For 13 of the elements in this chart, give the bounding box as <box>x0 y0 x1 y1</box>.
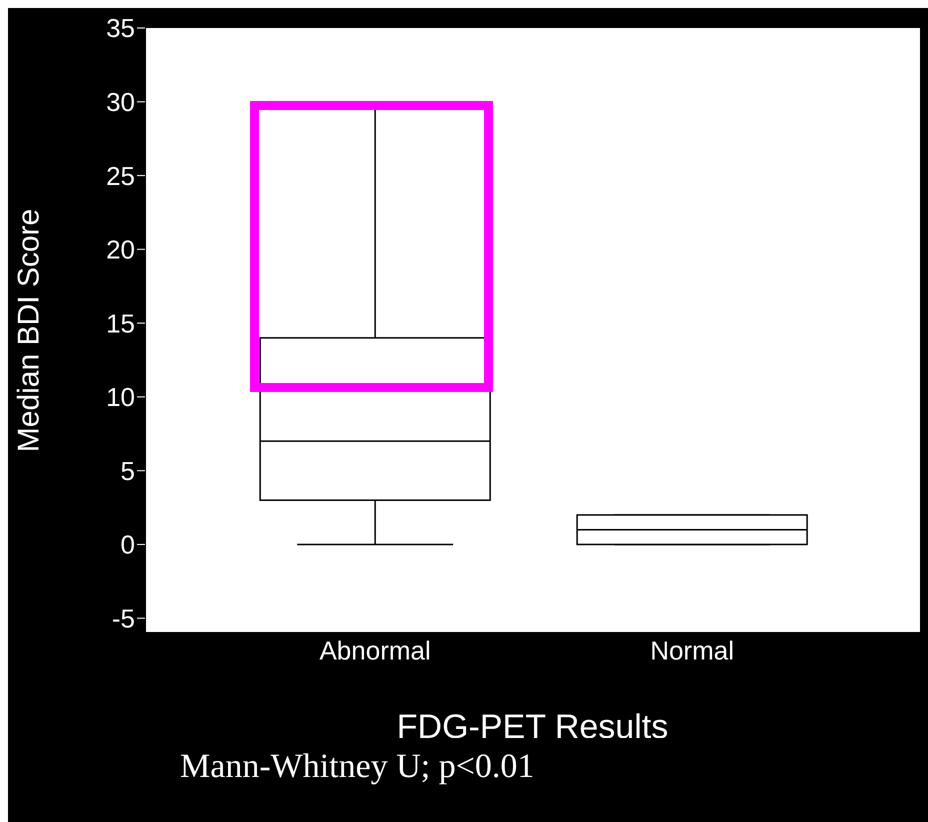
y-tick-label: 30 <box>106 87 135 118</box>
y-tick-label: 20 <box>106 234 135 265</box>
y-tick-label: -5 <box>112 603 135 634</box>
y-tick-label: 5 <box>120 456 135 486</box>
y-tick-label: 15 <box>106 308 135 338</box>
text: Mann-Whitney U; p<0.01 <box>180 748 534 786</box>
y-tick-label: 25 <box>106 160 135 191</box>
y-tick-label: 10 <box>106 382 135 412</box>
x-tick-label: Normal <box>650 635 734 666</box>
y-axis-title: Median BDI Score <box>12 208 46 452</box>
y-tick-label: 0 <box>120 530 135 560</box>
x-tick-label: Abnormal <box>319 635 431 666</box>
y-tick-label: 35 <box>106 13 135 44</box>
